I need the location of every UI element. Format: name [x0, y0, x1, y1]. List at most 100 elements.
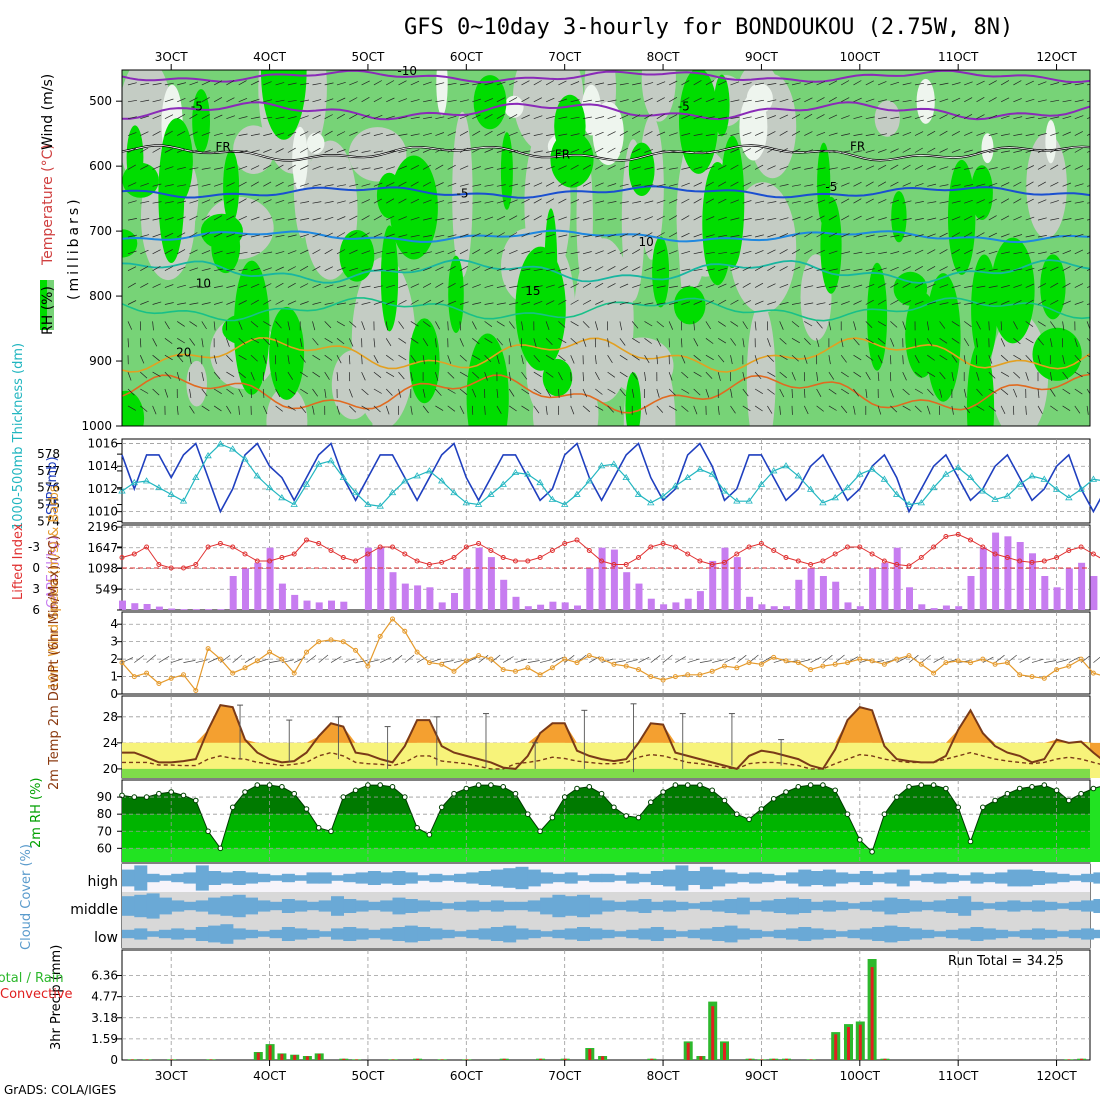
wind-barb [1037, 148, 1047, 153]
cloud-high-bar [699, 866, 713, 890]
li-marker [537, 555, 543, 560]
wind-barb [595, 116, 605, 120]
thickness-marker [142, 477, 151, 484]
wind-barb [804, 215, 813, 221]
wind-barb [1087, 218, 1090, 221]
wind-barb [435, 82, 445, 86]
wind10m-barb [699, 660, 712, 663]
rh2m-marker [340, 794, 347, 800]
wind-barb [841, 198, 850, 204]
wind-barb [373, 405, 381, 413]
axis-tick-label: 1014 [87, 459, 118, 473]
cloud-middle-bar [367, 901, 381, 911]
axis-tick-label: 0 [32, 561, 40, 575]
wind10m-marker [513, 668, 518, 674]
thickness-marker [868, 465, 876, 472]
wind-barb [509, 249, 518, 255]
wind-barb [201, 250, 211, 255]
wind-barb [373, 182, 383, 187]
wind-barb [779, 217, 789, 221]
cloud-middle-bar [798, 899, 812, 913]
wind-barb [435, 338, 437, 348]
wind-barb [1013, 80, 1022, 86]
thickness-marker [1003, 492, 1012, 499]
wind-barb [619, 217, 629, 221]
wind-barb [632, 266, 641, 272]
wind-barb [324, 388, 327, 398]
wind-barb [213, 405, 222, 412]
wind-barb [681, 150, 691, 153]
wind-barb [508, 321, 515, 329]
rh-high-blob [679, 70, 719, 174]
wind-barb [705, 268, 715, 272]
wind-barb [287, 405, 296, 411]
wind-barb [705, 251, 715, 255]
rh-high-blob [970, 165, 993, 221]
wind-barb [422, 355, 425, 365]
cloud-low-bar [171, 928, 185, 940]
wind-barb [263, 133, 273, 136]
wind-barb [164, 338, 173, 344]
cloud-high-bar [982, 873, 996, 883]
wind10m-marker [672, 674, 678, 680]
wind-barb [705, 234, 715, 238]
rh-verylow-blob [981, 133, 994, 164]
li-marker [722, 559, 727, 565]
thickness-marker [966, 473, 975, 481]
wind-barb [177, 266, 186, 272]
wind-barb [656, 355, 658, 365]
wind-barb [484, 130, 493, 136]
wind-barb [951, 166, 961, 170]
wind-barb [1000, 115, 1010, 120]
wind10m-barb [515, 658, 528, 663]
wind-barb [348, 355, 351, 365]
wind-barb [545, 354, 554, 361]
wind-barb [201, 232, 210, 238]
wind-barb [1025, 216, 1035, 221]
wind-barb [717, 372, 721, 381]
wind-barb [496, 131, 506, 136]
wind-barb [779, 130, 788, 136]
wind-barb [607, 115, 617, 120]
wind-barb [324, 337, 333, 344]
wind-barb [570, 99, 580, 103]
wind-barb [300, 99, 310, 103]
wind-barb [373, 355, 379, 364]
cloud-high-bar [306, 872, 320, 884]
wind-barb [189, 232, 198, 238]
cloud-low-bar [1044, 929, 1058, 939]
cloud-high-bar [577, 875, 590, 881]
wind-barb [890, 266, 899, 272]
wind-barb [791, 284, 801, 288]
wind-barb [386, 284, 395, 288]
wind-barb [816, 183, 826, 187]
wind-barb [201, 215, 210, 221]
rh2m-marker [746, 816, 752, 823]
wind-barb [681, 215, 690, 221]
wind-barb [521, 250, 531, 255]
temperature-contour [122, 373, 1090, 414]
wind-barb [533, 80, 542, 86]
wind-barb [386, 215, 395, 221]
wind-barb [263, 164, 272, 170]
wind-barb [1050, 321, 1056, 329]
wind-barb [644, 149, 654, 153]
wind-barb [878, 116, 888, 120]
wind-barb [275, 388, 281, 398]
wind-barb [976, 232, 985, 238]
wind-barb [263, 338, 270, 345]
wind-barb [828, 388, 837, 395]
cape-bar [242, 568, 249, 610]
wind-barb [263, 283, 272, 288]
cloud-middle-bar [515, 901, 529, 911]
wind-barb [816, 372, 819, 382]
wind-barb [139, 338, 142, 348]
wind-barb [865, 116, 875, 120]
wind-barb [423, 217, 432, 221]
wind-barb [213, 388, 222, 394]
wind-barb [459, 201, 469, 204]
wind-barb [779, 233, 789, 238]
wind-barb [262, 405, 268, 415]
wind-barb [1086, 133, 1090, 136]
wind-barb [558, 321, 566, 328]
